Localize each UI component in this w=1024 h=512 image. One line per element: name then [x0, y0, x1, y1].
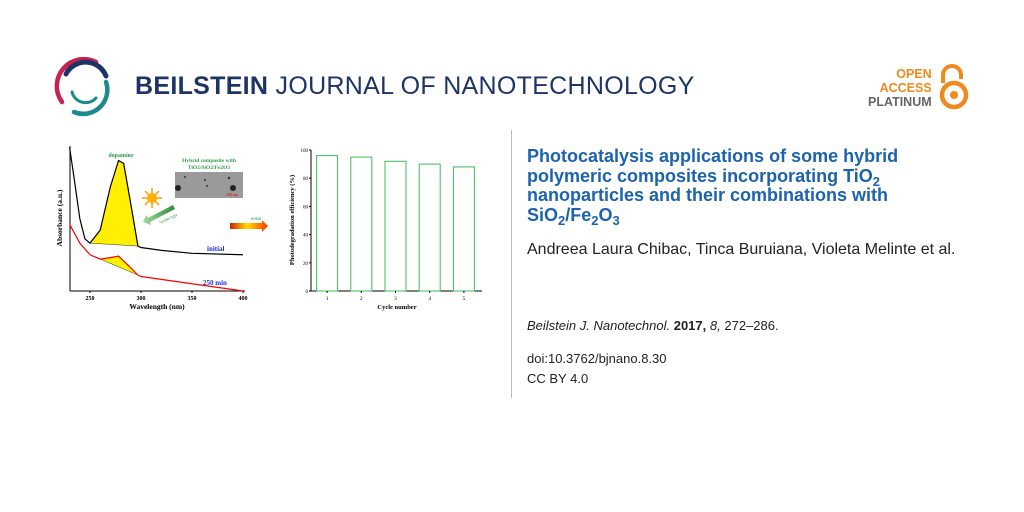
bar-cycle-1	[316, 155, 339, 292]
bar-chart: 0 20 40 60 80 100 1 2 3 4 5 Cycle number Photodegrad…	[289, 149, 482, 311]
x-tick-label: 250	[86, 296, 95, 302]
initial-label: initial	[207, 245, 225, 253]
spectra-chart: 250 300 350 400 Wavelength (nm) Absorbance (a…	[55, 146, 248, 311]
series-line-250-min	[69, 224, 244, 292]
bar-cycle-5	[452, 166, 475, 292]
light-arrow-icon	[143, 205, 175, 225]
sun-icon	[142, 188, 162, 208]
y-tick-label: 80	[303, 177, 309, 182]
reuse-arrow-icon	[230, 220, 268, 232]
x-tick-label: 2	[360, 296, 363, 302]
authors: Andreea Laura Chibac, Tinca Buruiana, Vi…	[527, 241, 956, 258]
beilstein-logo-icon	[54, 56, 110, 117]
composite-formula: TiO2/SiO2/Fe2O3	[188, 165, 231, 171]
x-tick-label: 5	[463, 296, 466, 302]
reuse-label: reuse	[251, 217, 262, 222]
x-axis-label: Wavelength (nm)	[129, 302, 185, 311]
y-axis-label: Photodegradation efficiency (%)	[289, 175, 296, 265]
bar-cycle-4	[418, 163, 441, 292]
open-access-badge: OPEN ACCESS PLATINUM	[868, 67, 932, 109]
divider	[511, 130, 512, 398]
x-tick-label: 400	[239, 296, 248, 302]
series-line-initial	[69, 147, 244, 256]
citation: Beilstein J. Nanotechnol. 2017, 8, 272–2…	[527, 318, 779, 333]
y-tick-label: 20	[303, 262, 309, 267]
composite-label: Hybrid composite with	[182, 158, 236, 164]
x-tick-label: 4	[428, 296, 431, 302]
final-label: 250 min	[203, 279, 227, 287]
bar-cycle-2	[350, 156, 373, 292]
open-padlock-icon	[939, 64, 969, 110]
journal-name: BEILSTEIN JOURNAL OF NANOTECHNOLOGY	[135, 72, 695, 100]
y-tick-label: 60	[303, 205, 309, 210]
tem-image	[175, 172, 243, 198]
doi[interactable]: doi:10.3762/bjnano.8.30	[527, 351, 667, 366]
y-tick-label: 0	[306, 290, 309, 295]
x-tick-label: 300	[137, 296, 146, 302]
y-tick-label: 40	[303, 234, 309, 239]
scale-bar-label: 100 nm	[226, 192, 239, 197]
x-axis-label: Cycle number	[377, 304, 416, 311]
x-tick-label: 1	[326, 296, 329, 302]
license[interactable]: CC BY 4.0	[527, 371, 589, 386]
bar-cycle-3	[384, 160, 407, 292]
x-tick-label: 3	[394, 296, 397, 302]
y-axis-label: Absorbance (a.u.)	[55, 189, 64, 246]
x-tick-label: 350	[188, 296, 197, 302]
dopamine-label: dopamine	[108, 153, 134, 159]
y-tick-label: 100	[301, 149, 309, 154]
article-title[interactable]: Photocatalysis applications of some hybr…	[527, 146, 899, 228]
